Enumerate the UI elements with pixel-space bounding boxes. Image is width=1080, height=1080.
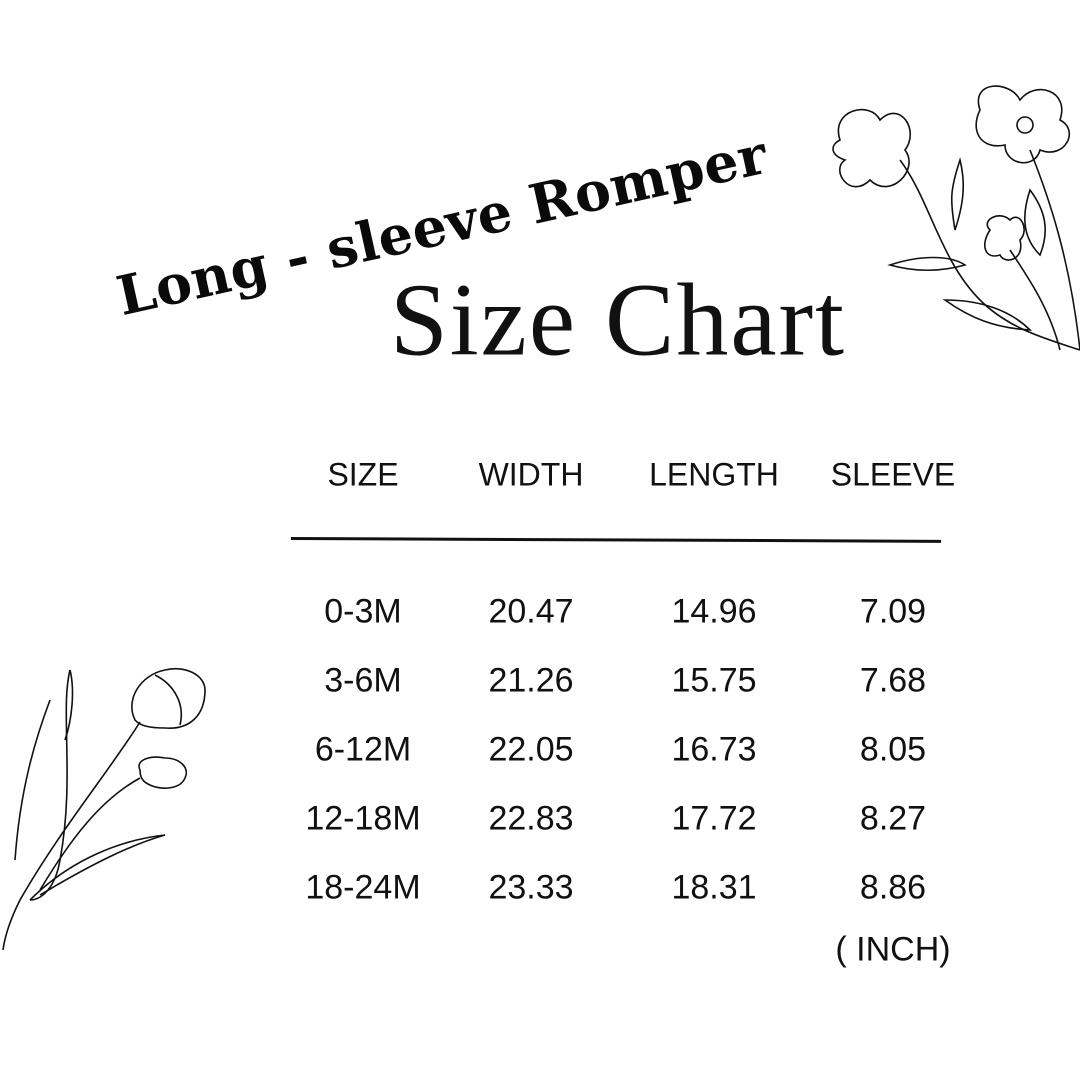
flower-line-art-top-right-icon	[832, 85, 1080, 351]
table-cell-size: 0-3M	[324, 592, 402, 631]
tulip-line-art-bottom-left-icon	[2, 668, 206, 950]
table-cell-width: 22.83	[488, 799, 574, 838]
table-cell-length: 16.73	[671, 730, 757, 769]
table-cell-size: 3-6M	[324, 661, 402, 700]
table-cell-sleeve: 8.05	[859, 730, 927, 769]
table-cell-width: 23.33	[488, 868, 574, 907]
table-cell-size: 6-12M	[314, 730, 412, 769]
page-title: Size Chart	[389, 262, 847, 378]
table-cell-width: 21.26	[488, 661, 574, 700]
column-header-length: LENGTH	[649, 456, 779, 493]
table-cell-length: 15.75	[671, 661, 757, 700]
table-cell-sleeve: 8.27	[859, 799, 927, 838]
table-cell-length: 14.96	[671, 592, 757, 631]
table-cell-size: 12-18M	[305, 799, 421, 838]
column-header-width: WIDTH	[478, 456, 584, 493]
header-divider	[290, 537, 942, 543]
table-cell-width: 20.47	[488, 592, 574, 631]
column-header-size: SIZE	[327, 456, 399, 493]
column-header-sleeve: SLEEVE	[830, 456, 956, 493]
unit-label: ( INCH)	[835, 930, 951, 969]
table-cell-sleeve: 7.68	[859, 661, 927, 700]
table-cell-size: 18-24M	[305, 868, 421, 907]
table-cell-length: 18.31	[671, 868, 757, 907]
table-cell-length: 17.72	[671, 799, 757, 838]
table-cell-sleeve: 8.86	[859, 868, 927, 907]
table-cell-width: 22.05	[488, 730, 574, 769]
table-cell-sleeve: 7.09	[859, 592, 927, 631]
